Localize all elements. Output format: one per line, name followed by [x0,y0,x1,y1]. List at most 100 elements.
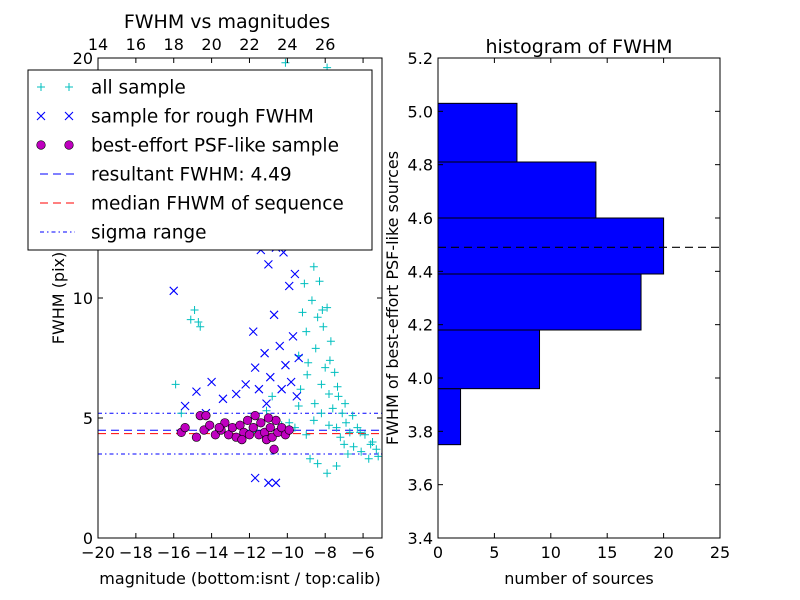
legend-label: resultant FWHM: 4.49 [91,165,292,186]
scatter-point [256,418,266,428]
legend-marker-swatch [36,111,46,121]
x-tick-label: −20 [81,543,115,562]
scatter-point [294,402,303,410]
scatter-point [294,353,304,363]
histogram-bar [437,102,518,163]
scatter-point [194,318,203,326]
scatter-point [265,372,275,382]
scatter-point [318,306,327,314]
y-tick-label: 3.6 [408,476,433,495]
scatter-point [171,380,180,389]
scatter-point [271,478,281,488]
scatter-point [302,430,311,439]
y-tick-label: 4.4 [408,262,433,281]
scatter-point [292,392,302,401]
scatter-point [277,384,287,394]
scatter-point [338,409,347,418]
scatter-point [340,440,349,449]
legend-label: sample for rough FWHM [91,107,314,128]
scatter-point [250,363,260,372]
scatter-point [360,430,369,439]
scatter-point [332,423,341,432]
scatter-point [309,262,318,271]
scatter-point [241,380,251,389]
legend-marker-swatch [64,111,74,121]
x-tick-label: 0 [433,543,443,562]
legend-marker-swatch [37,83,45,91]
scatter-point [286,377,296,387]
scatter-x-axis-label: magnitude (bottom:isnt / top:calib) [99,569,380,588]
x-tick-label: −12 [233,543,267,562]
x-tick-label: −14 [195,543,229,562]
y-tick-label: 20 [73,49,93,68]
scatter-point [264,478,273,488]
x-tick-label: 20 [653,543,673,562]
scatter-point [309,416,318,425]
scatter-point [353,423,362,432]
scatter-point [323,469,332,478]
scatter-point [263,413,274,423]
scatter-point [372,445,381,454]
histogram-y-axis-label: FWHM of best-effort PSF-like sources [383,151,402,445]
scatter-point [275,341,285,351]
scatter-point [341,399,350,408]
scatter-point [349,442,358,451]
legend-entry: sigma range [40,223,207,244]
series-2 [176,411,294,454]
histogram-bar [437,161,597,219]
histogram-x-axis-label: number of sources [504,569,654,588]
x-tick-label: −10 [270,543,304,562]
scatter-point [307,296,316,305]
scatter-point [357,447,366,456]
x-tick-label: −18 [119,543,153,562]
scatter-point [324,390,333,398]
scatter-point [177,409,186,418]
scatter-point [332,462,341,470]
scatter-point [345,428,354,437]
x-tick-label: 15 [597,543,617,562]
scatter-plot-area [98,58,382,488]
scatter-point [284,281,294,291]
scatter-point [214,423,224,433]
y-tick-label: 5.2 [408,49,433,68]
scatter-legend: all sample sample for rough FWHM best-effo… [27,69,373,251]
scatter-point [205,420,215,430]
scatter-point [304,358,313,367]
y-tick-label: 10 [73,289,93,308]
scatter-point [374,452,382,461]
scatter-point [310,399,319,408]
scatter-point [356,428,365,437]
top-x-tick-label: 24 [277,35,297,54]
top-x-tick-label: 26 [315,35,335,54]
scatter-point [296,385,305,394]
scatter-point [334,392,343,401]
scatter-title: FWHM vs magnitudes [124,11,330,33]
scatter-point [196,322,205,331]
legend-label: best-effort PSF-like sample [91,136,339,157]
legend-marker-swatch [36,140,46,150]
scatter-point [192,387,201,396]
scatter-point [284,425,294,435]
scatter-point [311,344,320,353]
scatter-point [268,392,277,401]
y-tick-label: 5 [83,409,93,428]
scatter-point [333,382,342,391]
scatter-point [288,332,298,341]
legend-entry: all sample [37,78,186,99]
y-tick-label: 4.6 [408,209,433,228]
scatter-point [302,327,311,336]
scatter-point [244,430,255,440]
scatter-point [237,435,247,445]
x-tick-label: −16 [157,543,191,562]
top-x-tick-label: 20 [201,35,221,54]
top-x-tick-label: 22 [239,35,259,54]
scatter-point [366,440,375,449]
scatter-point [281,58,290,67]
scatter-point [265,423,275,433]
legend-label: median FHWM of sequence [91,194,344,215]
scatter-point [250,411,260,421]
scatter-point [303,370,312,379]
scatter-point [180,401,190,411]
series-1 [169,243,304,488]
